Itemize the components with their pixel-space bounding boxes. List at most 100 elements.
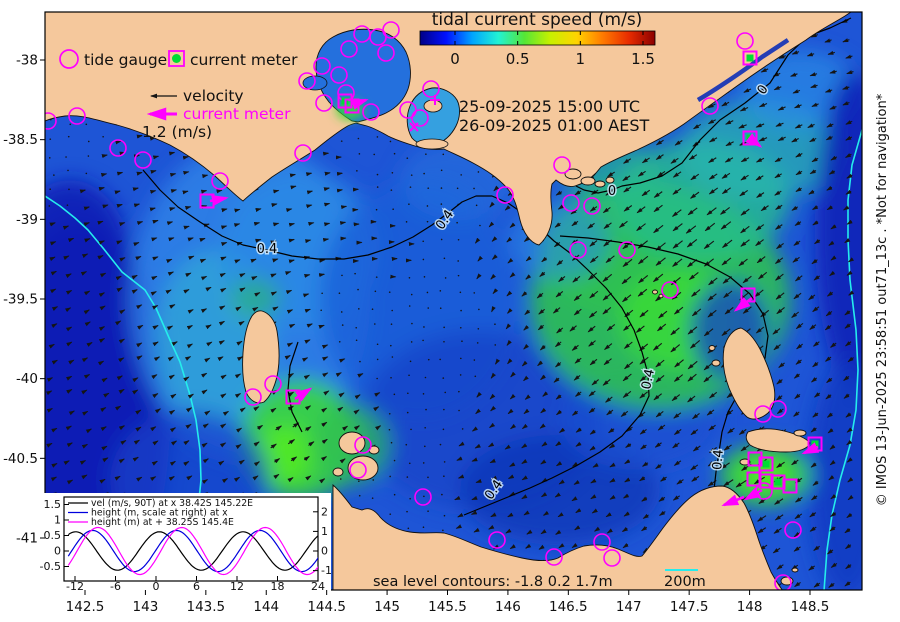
- velocity-arrow: [83, 309, 90, 315]
- velocity-arrow: [506, 339, 512, 346]
- velocity-arrow: [303, 374, 311, 380]
- velocity-arrow: [540, 459, 547, 465]
- velocity-arrow: [773, 527, 782, 534]
- velocity-dot: [442, 377, 445, 379]
- velocity-dot: [440, 238, 443, 241]
- current-meter-dot: [762, 460, 770, 468]
- velocity-dot: [439, 307, 442, 310]
- velocity-arrow: [64, 307, 72, 313]
- current-meter-marker: [758, 456, 774, 472]
- velocity-arrow: [825, 394, 832, 400]
- velocity-dot: [444, 277, 447, 279]
- velocity-dot: [458, 409, 460, 412]
- velocity-arrow: [220, 287, 227, 293]
- velocity-arrow: [169, 304, 176, 309]
- station-plus-marker: [430, 95, 440, 105]
- velocity-arrow: [708, 277, 718, 286]
- velocity-arrow: [703, 328, 714, 337]
- velocity-dot: [391, 356, 394, 358]
- velocity-arrow: [321, 407, 328, 413]
- velocity-dot: [427, 187, 430, 189]
- inset-curves: [67, 526, 318, 576]
- velocity-dot: [457, 238, 460, 241]
- velocity-arrow: [639, 476, 646, 482]
- velocity-arrow: [555, 394, 562, 400]
- velocity-arrow: [723, 290, 733, 299]
- velocity-arrow: [844, 237, 851, 244]
- velocity-arrow: [201, 442, 208, 448]
- x-axis-tick-label: 143: [133, 599, 159, 615]
- tide-gauge-marker: [736, 32, 754, 50]
- velocity-arrow: [670, 277, 681, 286]
- velocity-arrow: [136, 171, 143, 176]
- velocity-arrow: [183, 461, 190, 466]
- velocity-dot: [459, 326, 462, 329]
- velocity-arrow: [509, 272, 516, 278]
- velocity-arrow: [810, 427, 817, 433]
- velocity-arrow: [151, 237, 158, 242]
- velocity-dot: [476, 342, 479, 344]
- tide-gauge-marker: [488, 531, 506, 549]
- velocity-dot: [427, 510, 429, 512]
- velocity-arrow: [845, 120, 853, 125]
- velocity-arrow: [721, 172, 731, 179]
- velocity-arrow: [182, 155, 190, 160]
- velocity-arrow: [337, 406, 344, 412]
- velocity-arrow: [776, 379, 783, 385]
- velocity-arrow: [186, 325, 194, 330]
- velocity-arrow: [588, 311, 598, 318]
- velocity-arrow: [794, 581, 801, 588]
- inset-right-tick-label: 1: [321, 525, 328, 538]
- velocity-dot: [340, 140, 343, 142]
- velocity-arrow: [602, 307, 612, 315]
- velocity-arrow: [774, 173, 782, 179]
- velocity-arrow: [845, 189, 852, 195]
- velocity-dot: [341, 274, 343, 277]
- velocity-arrow: [589, 429, 596, 435]
- velocity-arrow: [490, 512, 497, 518]
- inset-chart: -12 -6 0 6 12 18 24 1.5 1 0.5 0 -0.5 2 1 0 -1 vel (m/s,…: [40, 493, 332, 593]
- current-meter-icon-dot: [172, 54, 181, 63]
- island: [332, 467, 344, 477]
- velocity-arrow: [555, 529, 562, 535]
- tide-gauge-marker: [315, 94, 333, 112]
- tide-gauge-marker: [562, 194, 580, 212]
- velocity-arrow: [273, 473, 280, 480]
- velocity-arrow: [588, 390, 596, 397]
- velocity-arrow: [200, 275, 208, 281]
- velocity-arrow: [828, 582, 835, 588]
- velocity-arrow: [809, 526, 817, 532]
- tide-gauge-label: tide gauge: [84, 51, 167, 69]
- tide-gauge-marker: [399, 101, 417, 119]
- velocity-dot: [445, 220, 447, 222]
- velocity-arrow: [593, 526, 601, 532]
- velocity-arrow: [708, 391, 718, 399]
- velocity-arrow: [774, 498, 784, 505]
- velocity-arrow: [570, 209, 578, 215]
- velocity-arrow: [719, 207, 730, 215]
- velocity-arrow: [589, 240, 598, 247]
- velocity-dot: [443, 475, 445, 477]
- velocity-arrow: [842, 101, 850, 106]
- inset-x-tick-label: 18: [271, 580, 285, 593]
- velocity-arrow: [812, 341, 820, 347]
- velocity-arrow: [569, 325, 577, 332]
- velocity-arrow: [814, 239, 821, 245]
- island: [580, 176, 596, 186]
- velocity-dot: [439, 358, 441, 361]
- velocity-arrow: [642, 513, 649, 519]
- velocity-arrow: [775, 122, 784, 127]
- velocity-arrow: [304, 239, 312, 244]
- velocity-arrow: [609, 477, 616, 483]
- velocity-arrow: [639, 309, 649, 318]
- velocity-arrow: [186, 475, 193, 481]
- velocity-arrow: [653, 204, 663, 212]
- velocity-dot: [408, 462, 411, 465]
- velocity-arrow: [114, 475, 121, 481]
- velocity-arrow: [80, 271, 88, 276]
- velocity-arrow: [169, 427, 177, 433]
- inset-legend-label: height (m, scale at right) at x: [91, 508, 228, 519]
- current-meter-dot: [746, 54, 754, 62]
- velocity-arrow: [738, 124, 747, 129]
- inset-series-line: [67, 531, 318, 571]
